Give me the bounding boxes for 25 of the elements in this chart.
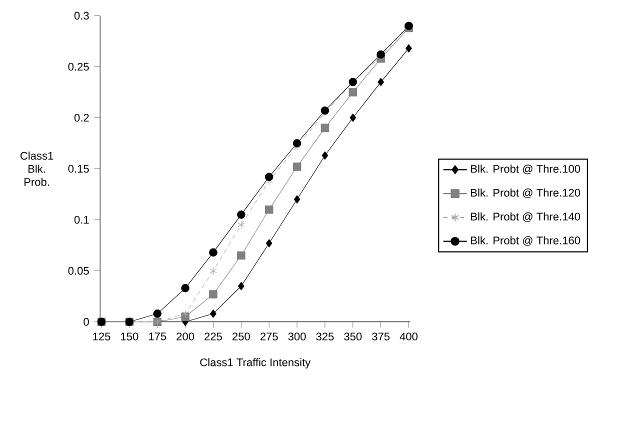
x-tick-label: 250: [232, 332, 250, 340]
x-tick-label: 200: [176, 332, 194, 340]
x-tick-label: 300: [288, 332, 306, 340]
x-tick-label: 375: [372, 332, 390, 340]
x-tick-label: 400: [400, 332, 418, 340]
x-tick-label: 225: [204, 332, 222, 340]
x-axis-title: Class1 Traffic Intensity: [200, 358, 311, 368]
legend-label: Blk. Probt @ Thre.160: [471, 236, 580, 246]
legend-label: Blk. Probt @ Thre.140: [471, 212, 580, 222]
x-tick-label: 275: [260, 332, 278, 340]
y-tick-label: 0.25: [68, 62, 89, 71]
x-tick-label: 175: [148, 332, 166, 340]
y-tick-label: 0.2: [74, 114, 89, 122]
x-tick-label: 325: [316, 332, 334, 340]
y-axis-title: Class1 Blk. Prob.: [20, 152, 54, 186]
legend-label: Blk. Probt @ Thre.120: [471, 188, 580, 198]
y-tick-label: 0.15: [68, 164, 89, 173]
y-tick-label: 0.3: [74, 12, 89, 20]
y-tick-label: 0: [84, 318, 89, 326]
y-tick-label: 0.1: [74, 216, 89, 224]
y-tick-label: 0.05: [68, 266, 89, 275]
x-tick-label: 150: [121, 332, 138, 340]
x-tick-label: 350: [344, 332, 362, 340]
x-tick-label: 125: [93, 332, 110, 340]
legend-label: Blk. Probt @ Thre.100: [471, 164, 580, 174]
